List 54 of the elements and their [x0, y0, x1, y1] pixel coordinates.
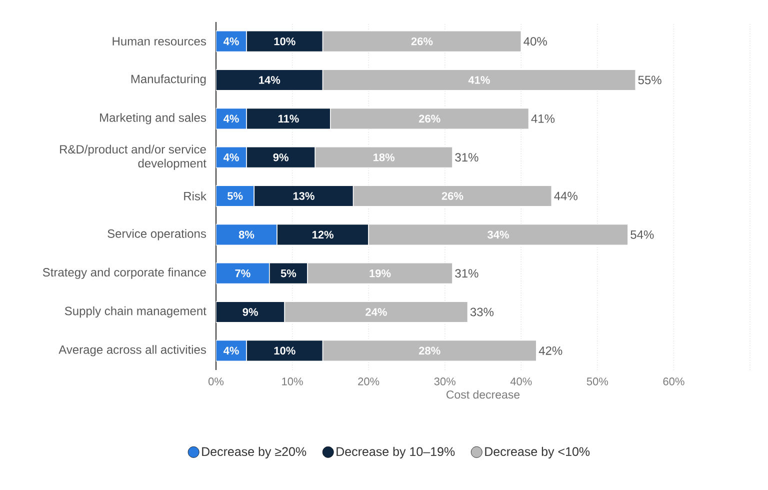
y-tick-label: Average across all activities	[58, 345, 206, 356]
data-label: 9%	[273, 153, 288, 162]
data-label: 24%	[366, 308, 387, 316]
data-label: 26%	[411, 37, 433, 46]
x-tick-label: 50%	[586, 378, 608, 386]
total-label: 31%	[455, 269, 478, 278]
y-tick-label: Supply chain management	[64, 306, 206, 318]
legend-label: Decrease by <10%	[485, 446, 590, 458]
x-tick-label: 20%	[358, 378, 380, 386]
data-label: 14%	[259, 76, 280, 84]
total-label: 44%	[554, 192, 578, 200]
legend-label: Decrease by 10–19%	[336, 446, 455, 458]
x-tick-label: 60%	[663, 378, 684, 386]
x-axis-title: Cost decrease	[446, 390, 520, 399]
y-tick-label: Marketing and sales	[100, 113, 206, 124]
data-label: 8%	[238, 230, 254, 239]
total-label: 31%	[455, 153, 478, 162]
data-label: 34%	[488, 230, 509, 239]
total-label: 42%	[538, 346, 562, 355]
legend-label: Decrease by ≥20%	[202, 446, 306, 458]
data-label: 7%	[235, 269, 250, 278]
data-label: 26%	[442, 192, 464, 200]
y-tick-label: R&D/product and/or service development	[60, 144, 206, 170]
y-tick-label: Service operations	[108, 229, 206, 240]
x-tick-label: 10%	[282, 378, 303, 386]
data-label: 4%	[223, 114, 239, 123]
y-tick-label: Manufacturing	[131, 74, 206, 86]
x-tick-label: 40%	[510, 378, 532, 386]
y-tick-label: Strategy and corporate finance	[42, 268, 206, 279]
data-label: 18%	[374, 153, 395, 162]
data-label: 9%	[242, 308, 258, 316]
data-label: 26%	[418, 114, 440, 123]
data-label: 5%	[227, 192, 243, 200]
data-label: 41%	[468, 76, 490, 84]
data-label: 5%	[280, 269, 296, 278]
data-label: 19%	[370, 269, 391, 278]
y-tick-label: Human resources	[112, 37, 206, 46]
data-label: 28%	[418, 346, 440, 355]
x-tick-label: 0%	[208, 378, 224, 386]
data-label: 11%	[278, 114, 299, 123]
data-label: 10%	[274, 37, 296, 46]
x-tick-label: 30%	[434, 378, 456, 386]
data-label: 12%	[312, 230, 334, 239]
data-label: 13%	[293, 192, 314, 200]
data-label: 10%	[274, 346, 296, 355]
total-label: 41%	[531, 114, 555, 123]
data-label: 4%	[223, 153, 239, 162]
total-label: 33%	[470, 308, 494, 316]
total-label: 40%	[524, 37, 547, 46]
total-label: 54%	[630, 230, 654, 239]
data-label: 4%	[223, 37, 239, 46]
total-label: 55%	[638, 76, 662, 84]
data-label: 4%	[223, 346, 239, 355]
y-tick-label: Risk	[184, 192, 206, 200]
